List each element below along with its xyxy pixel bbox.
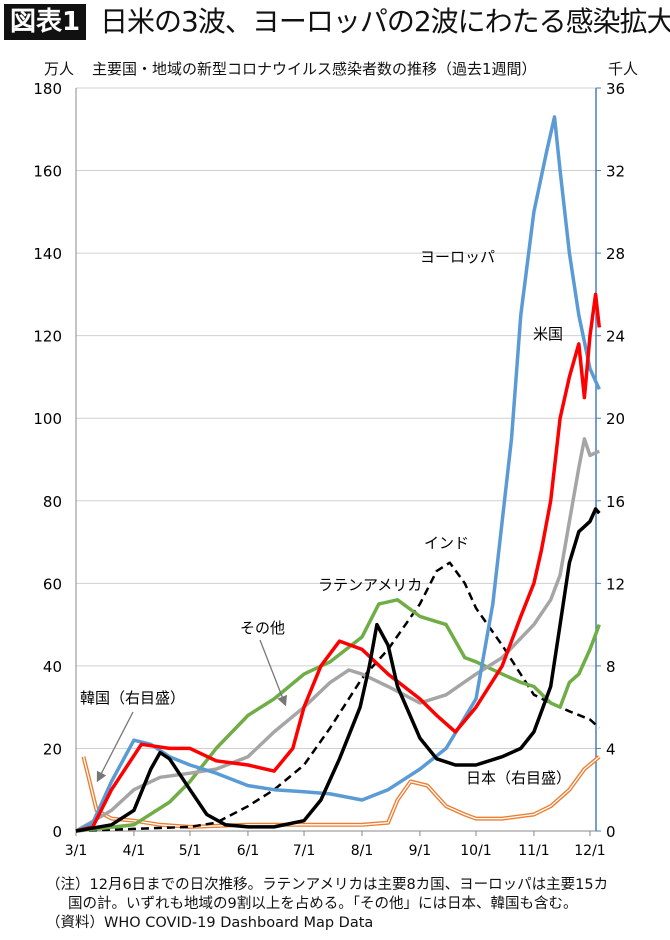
figure-badge: 図表1 — [4, 4, 87, 40]
left-tick-label: 60 — [43, 575, 62, 593]
left-tick-label: 160 — [33, 163, 62, 181]
x-tick-label: 11/1 — [518, 843, 549, 859]
x-tick-label: 8/1 — [351, 843, 374, 859]
annotation-japan: 日本（右目盛） — [466, 769, 571, 787]
right-tick-label: 16 — [606, 493, 625, 511]
right-tick-label: 36 — [606, 80, 625, 98]
left-tick-label: 0 — [52, 823, 62, 841]
x-tick-label: 7/1 — [293, 843, 316, 859]
series-line-us — [75, 292, 602, 833]
right-axis-unit: 千人 — [608, 60, 639, 78]
right-tick-label: 20 — [606, 410, 625, 428]
series-line-europe — [75, 115, 601, 833]
x-tick-label: 5/1 — [179, 843, 202, 859]
annotation-other: その他 — [240, 619, 285, 637]
left-tick-label: 120 — [33, 328, 62, 346]
annotation-latam: ラテンアメリカ — [318, 576, 422, 594]
annotation-europe: ヨーロッパ — [420, 248, 495, 266]
x-tick-label: 6/1 — [237, 843, 260, 859]
series-line-japan — [75, 507, 601, 833]
annotation-us: 米国 — [533, 325, 563, 343]
right-tick-label: 0 — [606, 823, 616, 841]
arrow-other — [259, 639, 288, 707]
chart-title: 主要国・地域の新型コロナウイルス感染者数の推移（過去1週間） — [92, 60, 537, 78]
left-axis-unit: 万人 — [44, 60, 75, 78]
right-tick-label: 24 — [606, 328, 625, 346]
source-note: （資料）WHO COVID-19 Dashboard Map Data — [46, 915, 374, 931]
x-tick-label: 12/1 — [574, 843, 605, 859]
figure-title: 日米の3波、ヨーロッパの2波にわたる感染拡大 — [100, 5, 670, 38]
left-tick-label: 180 — [33, 80, 62, 98]
x-tick-label: 9/1 — [409, 843, 432, 859]
series-line-korea-inner — [82, 756, 600, 828]
left-tick-label: 140 — [33, 245, 62, 263]
right-tick-label: 28 — [606, 245, 625, 263]
note-line-2: 国の計。いずれも地域の9割以上を占める。「その他」には日本、韓国も含む。 — [68, 896, 578, 912]
left-tick-label: 40 — [43, 658, 62, 676]
series-line-other — [75, 437, 601, 833]
left-tick-label: 80 — [43, 493, 62, 511]
arrow-korea — [96, 711, 134, 783]
series-line-latam — [75, 598, 601, 833]
left-tick-label: 20 — [43, 740, 62, 758]
x-tick-label: 3/1 — [65, 843, 88, 859]
right-tick-label: 12 — [606, 575, 625, 593]
right-tick-label: 8 — [606, 658, 616, 676]
right-tick-label: 32 — [606, 163, 625, 181]
notes: （注）12月6日までの日次推移。ラテンアメリカは主要8カ国、ヨーロッパは主要15… — [46, 876, 608, 933]
x-tick-label: 10/1 — [460, 843, 491, 859]
note-line-1: （注）12月6日までの日次推移。ラテンアメリカは主要8カ国、ヨーロッパは主要15… — [46, 877, 609, 893]
left-tick-label: 100 — [33, 410, 62, 428]
x-tick-label: 4/1 — [123, 843, 146, 859]
annotation-korea: 韓国（右目盛） — [80, 689, 185, 707]
annotation-india: インド — [424, 534, 469, 552]
right-tick-label: 4 — [606, 740, 616, 758]
